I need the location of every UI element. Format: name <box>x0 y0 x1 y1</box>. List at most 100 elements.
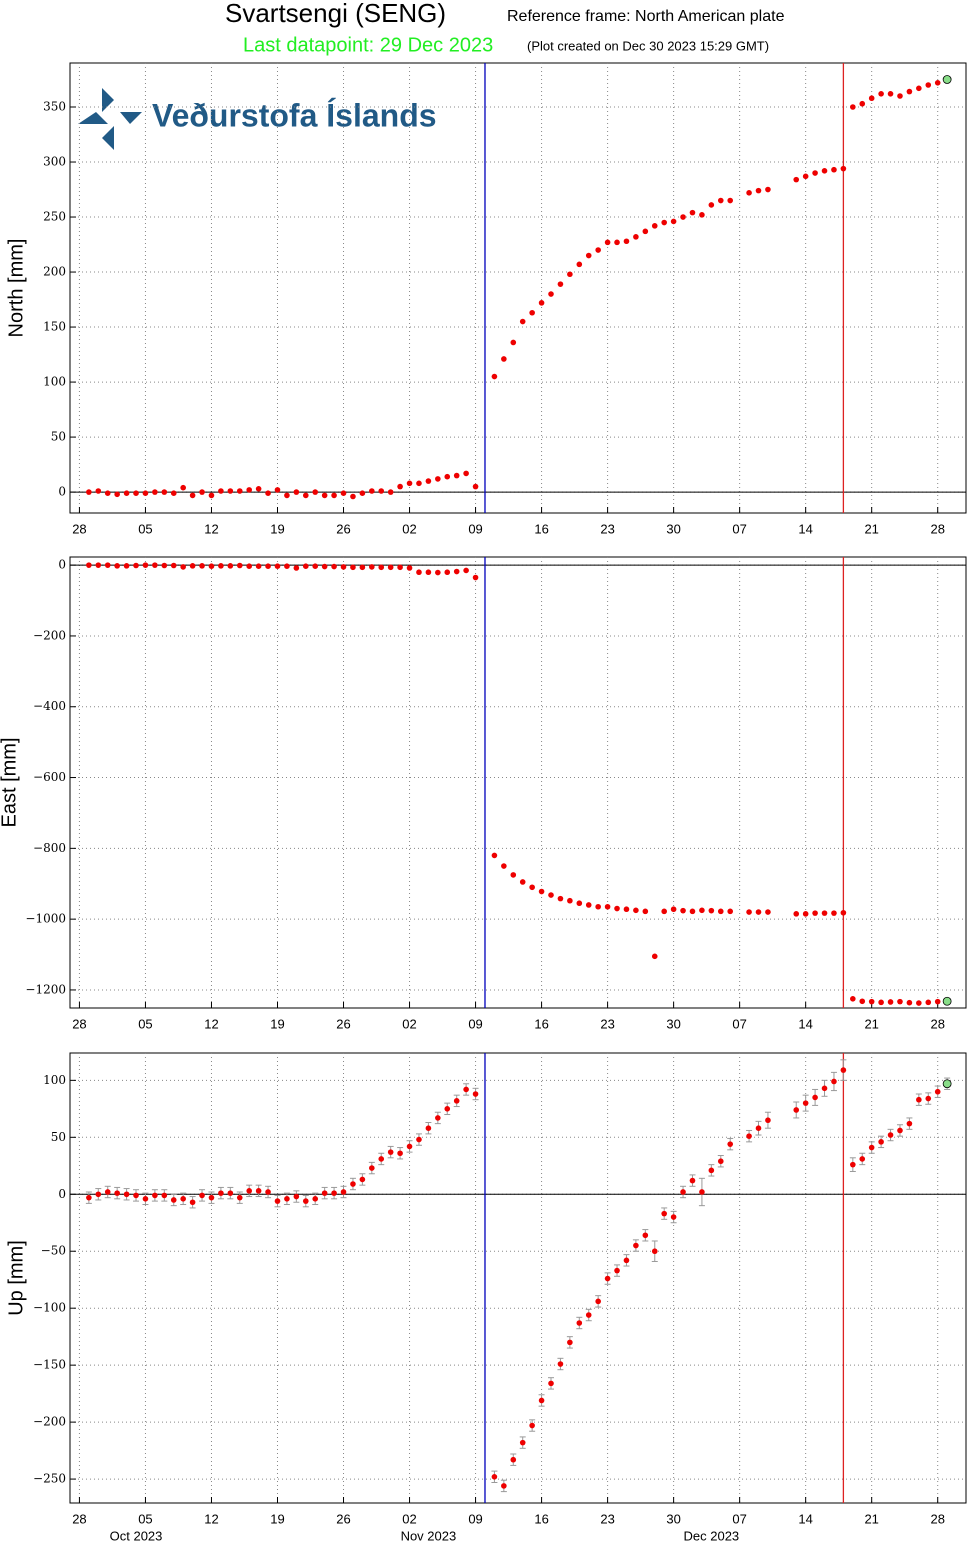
data-point <box>123 563 130 569</box>
data-point <box>727 197 734 204</box>
data-point <box>661 908 667 915</box>
data-point <box>236 488 243 494</box>
data-point <box>765 1117 771 1124</box>
y-tick-label: 0 <box>58 485 66 499</box>
data-point <box>302 492 309 499</box>
logo-shape <box>78 112 108 124</box>
data-point <box>180 1196 186 1202</box>
x-tick-label: 23 <box>600 521 614 536</box>
data-point <box>246 563 252 570</box>
data-point <box>501 863 507 869</box>
data-point <box>359 490 366 496</box>
data-point <box>199 1192 205 1199</box>
data-point <box>868 95 875 102</box>
x-tick-label: 02 <box>402 1511 416 1526</box>
chart-title: Svartsengi (SENG) <box>225 0 446 28</box>
data-point <box>878 1139 884 1145</box>
data-point <box>897 998 903 1005</box>
data-point <box>887 999 894 1005</box>
data-point <box>604 239 611 246</box>
x-tick-label: 21 <box>864 1511 878 1526</box>
data-point <box>623 906 630 913</box>
data-point <box>916 1000 922 1006</box>
y-tick-label: −50 <box>41 1244 66 1258</box>
data-point <box>708 907 715 914</box>
data-point <box>942 75 952 84</box>
data-point <box>95 1191 102 1198</box>
data-point <box>897 1127 903 1134</box>
x-tick-label: 28 <box>930 1511 944 1526</box>
x-tick-label: 12 <box>204 521 218 536</box>
y-tick-label: 300 <box>43 155 66 169</box>
data-point <box>444 1106 451 1112</box>
data-point <box>859 1156 866 1162</box>
y-tick-label: 0 <box>58 558 66 572</box>
data-point <box>406 480 413 487</box>
x-tick-label: 28 <box>930 521 944 536</box>
data-point <box>208 492 215 499</box>
data-point <box>199 563 205 569</box>
x-tick-label: 16 <box>534 1016 548 1031</box>
data-point <box>708 202 715 208</box>
data-point <box>453 472 460 479</box>
data-point <box>670 1214 677 1220</box>
data-point <box>934 1088 941 1095</box>
data-point <box>302 1198 309 1204</box>
data-point <box>321 1190 328 1196</box>
data-point <box>661 1210 667 1217</box>
data-point <box>746 190 752 196</box>
data-point <box>312 1196 319 1202</box>
data-point <box>378 1156 385 1162</box>
data-point <box>576 261 583 268</box>
y-tick-label: 150 <box>43 320 66 334</box>
data-point <box>491 1473 498 1480</box>
data-point <box>208 563 215 570</box>
month-label: Nov 2023 <box>401 1528 457 1543</box>
data-point <box>699 212 705 218</box>
data-point <box>755 1125 762 1131</box>
data-point <box>840 165 847 172</box>
y-tick-label: 50 <box>51 1130 66 1144</box>
x-tick-label: 26 <box>336 1016 350 1031</box>
data-point <box>161 489 168 495</box>
data-point <box>821 1085 828 1092</box>
data-point <box>255 563 262 570</box>
last-datapoint: Last datapoint: 29 Dec 2023 <box>243 34 493 56</box>
data-point <box>274 563 281 570</box>
data-point <box>331 563 337 570</box>
data-point <box>406 565 413 571</box>
data-point <box>293 1193 300 1200</box>
data-point <box>416 480 422 487</box>
x-tick-label: 23 <box>600 1016 614 1031</box>
data-point <box>859 998 866 1005</box>
data-point <box>557 281 564 287</box>
data-point <box>840 909 847 916</box>
data-point <box>793 176 800 183</box>
data-point <box>331 492 337 499</box>
data-point <box>133 490 139 496</box>
logo-shape <box>120 112 142 124</box>
data-point <box>255 485 262 492</box>
data-point <box>340 1189 347 1195</box>
data-point <box>397 483 403 490</box>
data-point <box>727 908 734 915</box>
data-point <box>86 562 92 568</box>
data-point <box>633 907 639 914</box>
data-point <box>359 1176 366 1183</box>
data-point <box>897 93 903 99</box>
data-point <box>501 356 507 362</box>
data-point <box>227 563 234 569</box>
data-point <box>463 567 469 574</box>
data-point <box>284 1196 290 1202</box>
data-point <box>406 1143 413 1150</box>
data-point <box>359 564 366 571</box>
x-tick-label: 28 <box>72 521 86 536</box>
data-point <box>123 490 130 496</box>
data-point <box>302 563 309 570</box>
data-point <box>538 1397 545 1404</box>
data-point <box>152 1192 158 1199</box>
data-point <box>567 897 573 904</box>
data-point <box>463 1086 469 1093</box>
data-point <box>104 490 111 496</box>
logo-text: Veðurstofa Íslands <box>152 97 437 133</box>
